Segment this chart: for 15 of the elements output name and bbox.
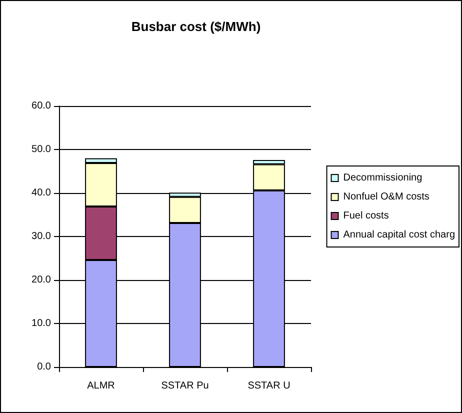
x-tick-label: ALMR — [87, 380, 115, 392]
legend-label: Nonfuel O&M costs — [343, 192, 430, 202]
x-tick-label: SSTAR Pu — [161, 380, 209, 392]
y-tick-label: 50.0 — [32, 144, 52, 155]
y-tick-label: 60.0 — [32, 100, 52, 112]
x-tick-label: SSTAR U — [248, 380, 290, 392]
y-tick-label: 20.0 — [32, 274, 52, 286]
y-tick-label: 10.0 — [32, 318, 52, 329]
y-tick-label: 30.0 — [32, 231, 52, 242]
chart-title: Busbar cost ($/MWh) — [131, 19, 261, 34]
y-tick-label: 40.0 — [32, 188, 52, 198]
legend-label: Annual capital cost charg — [343, 230, 455, 240]
legend-label: Decommissioning — [343, 172, 422, 184]
y-tick-label: 0.0 — [37, 362, 52, 372]
legend-label: Fuel costs — [343, 210, 389, 222]
